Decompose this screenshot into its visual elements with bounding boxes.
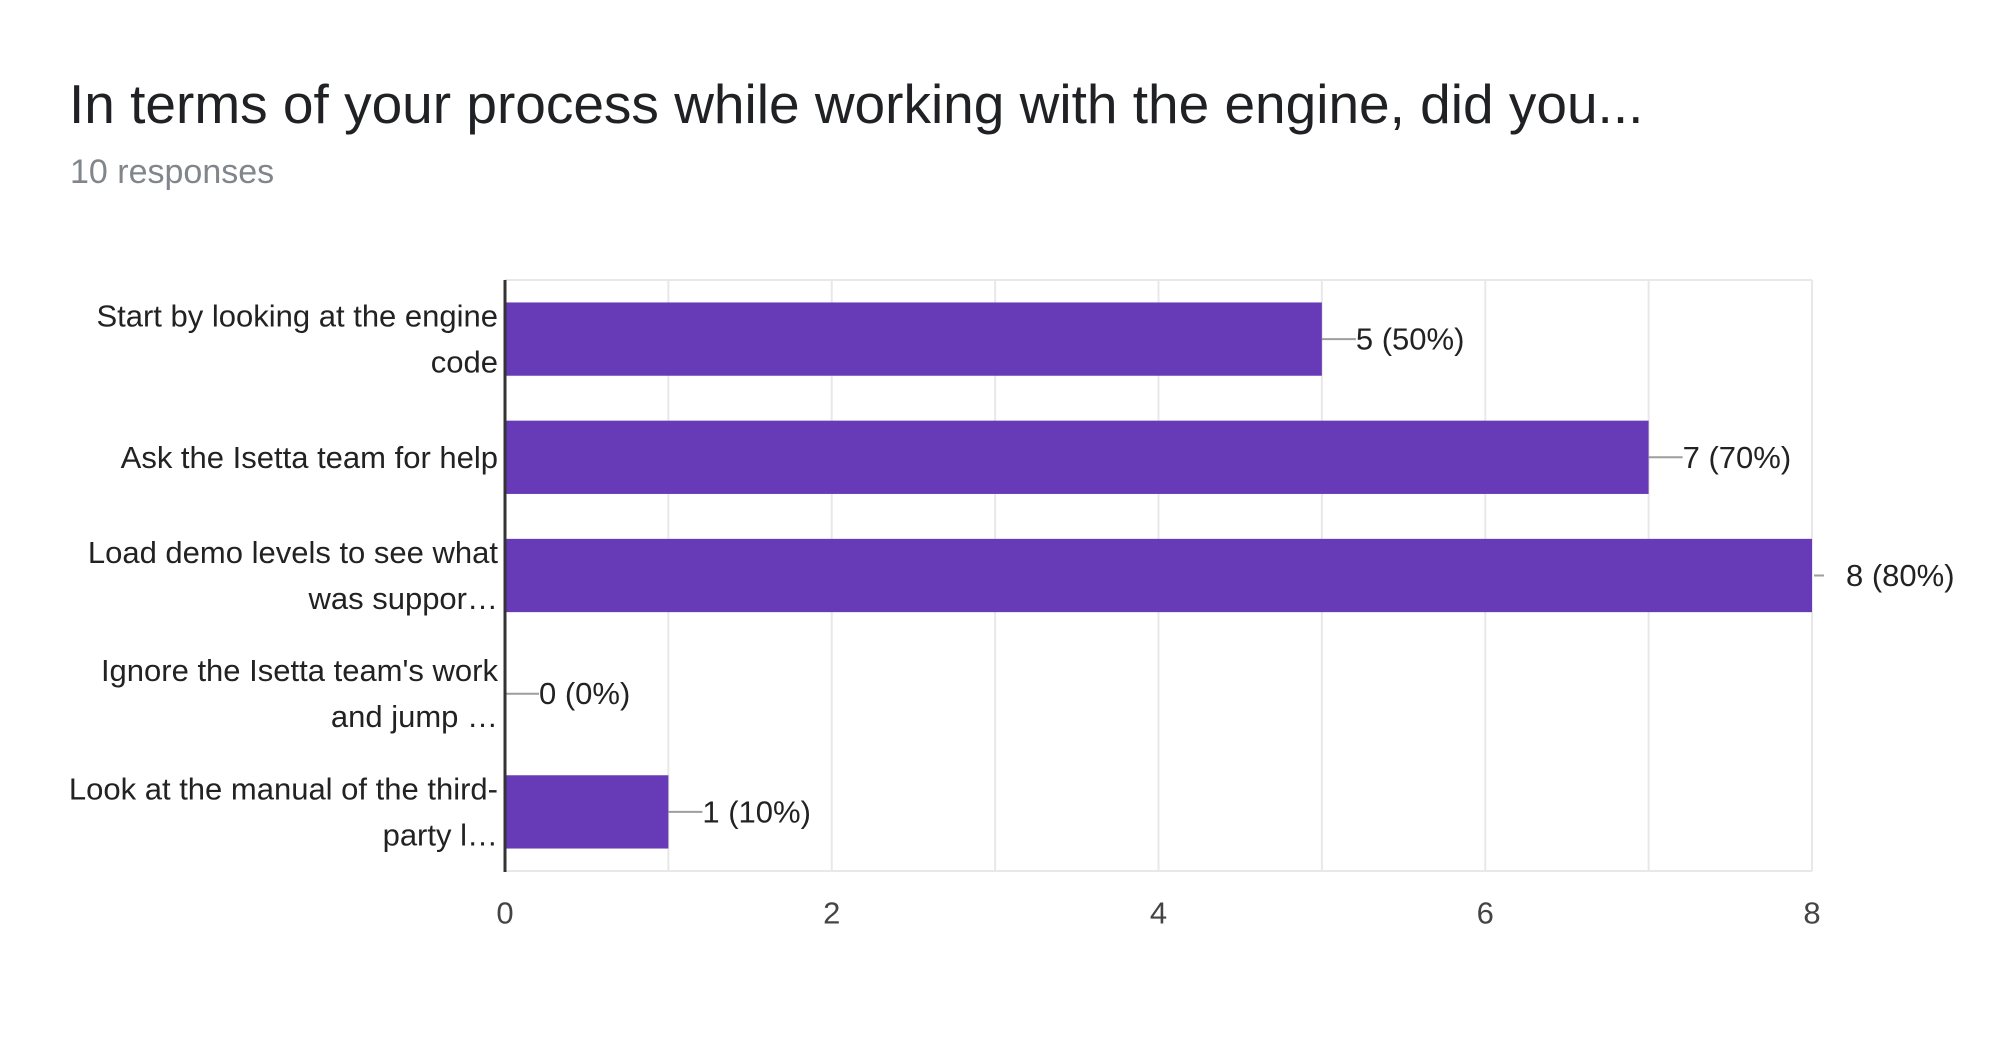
x-tick-label: 0 xyxy=(496,896,513,931)
bar xyxy=(505,538,1812,613)
category-label: and jump … xyxy=(331,699,498,734)
bar xyxy=(505,302,1322,376)
x-tick-label: 4 xyxy=(1150,896,1167,931)
chart-title: In terms of your process while working w… xyxy=(69,73,1644,135)
category-label: Look at the manual of the third- xyxy=(69,771,498,806)
category-label: Load demo levels to see what xyxy=(88,535,499,570)
category-label: Start by looking at the engine xyxy=(96,299,498,334)
data-label: 7 (70%) xyxy=(1683,440,1792,475)
data-label: 5 (50%) xyxy=(1356,322,1465,357)
category-label: party l… xyxy=(383,817,498,852)
category-label: Ignore the Isetta team's work xyxy=(101,653,499,688)
category-label: was suppor… xyxy=(307,581,498,616)
data-label: 0 (0%) xyxy=(539,676,630,711)
data-label: 1 (10%) xyxy=(702,794,811,829)
x-tick-label: 6 xyxy=(1477,896,1494,931)
x-tick-label: 8 xyxy=(1803,896,1820,931)
labels: 5 (50%) Start by looking at the engine cod… xyxy=(69,299,1955,931)
bars xyxy=(505,302,1824,849)
x-tick-label: 2 xyxy=(823,896,840,931)
category-label: Ask the Isetta team for help xyxy=(121,440,498,475)
data-label: 8 (80%) xyxy=(1846,558,1955,593)
bar xyxy=(505,775,669,849)
response-count: 10 responses xyxy=(70,153,275,191)
bar xyxy=(505,420,1649,494)
category-label: code xyxy=(431,345,498,380)
